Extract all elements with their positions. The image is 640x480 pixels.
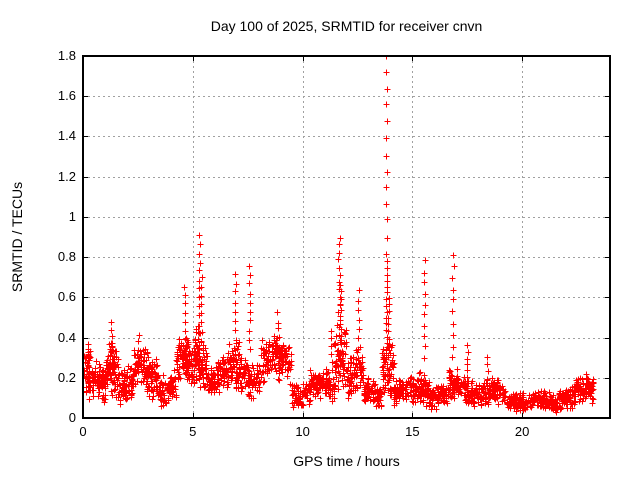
- y-tick-label: 0: [68, 410, 76, 425]
- y-tick-label: 0.6: [57, 289, 76, 305]
- y-tick-label: 1.8: [57, 48, 76, 63]
- x-axis-label: GPS time / hours: [293, 453, 400, 469]
- y-tick-label: 1.6: [57, 88, 76, 104]
- chart-title: Day 100 of 2025, SRMTID for receiver cnv…: [210, 18, 483, 34]
- scatter-points: [83, 55, 597, 416]
- y-tick-label: 0.4: [57, 329, 76, 345]
- x-tick-label: 0: [79, 424, 87, 439]
- tick-marks: [83, 56, 610, 419]
- x-tick-label: 20: [514, 424, 530, 439]
- x-tick-label: 10: [295, 424, 310, 439]
- y-tick-label: 0.2: [57, 369, 76, 385]
- y-tick-label: 1.2: [57, 168, 76, 184]
- x-tick-label: 15: [405, 424, 420, 439]
- x-tick-label: 5: [189, 424, 197, 439]
- y-tick-label: 0.8: [57, 249, 76, 265]
- plot-border: [82, 55, 611, 419]
- y-tick-label: 1.4: [57, 128, 76, 144]
- y-tick-label: 1: [68, 208, 76, 224]
- gridlines: [83, 56, 610, 418]
